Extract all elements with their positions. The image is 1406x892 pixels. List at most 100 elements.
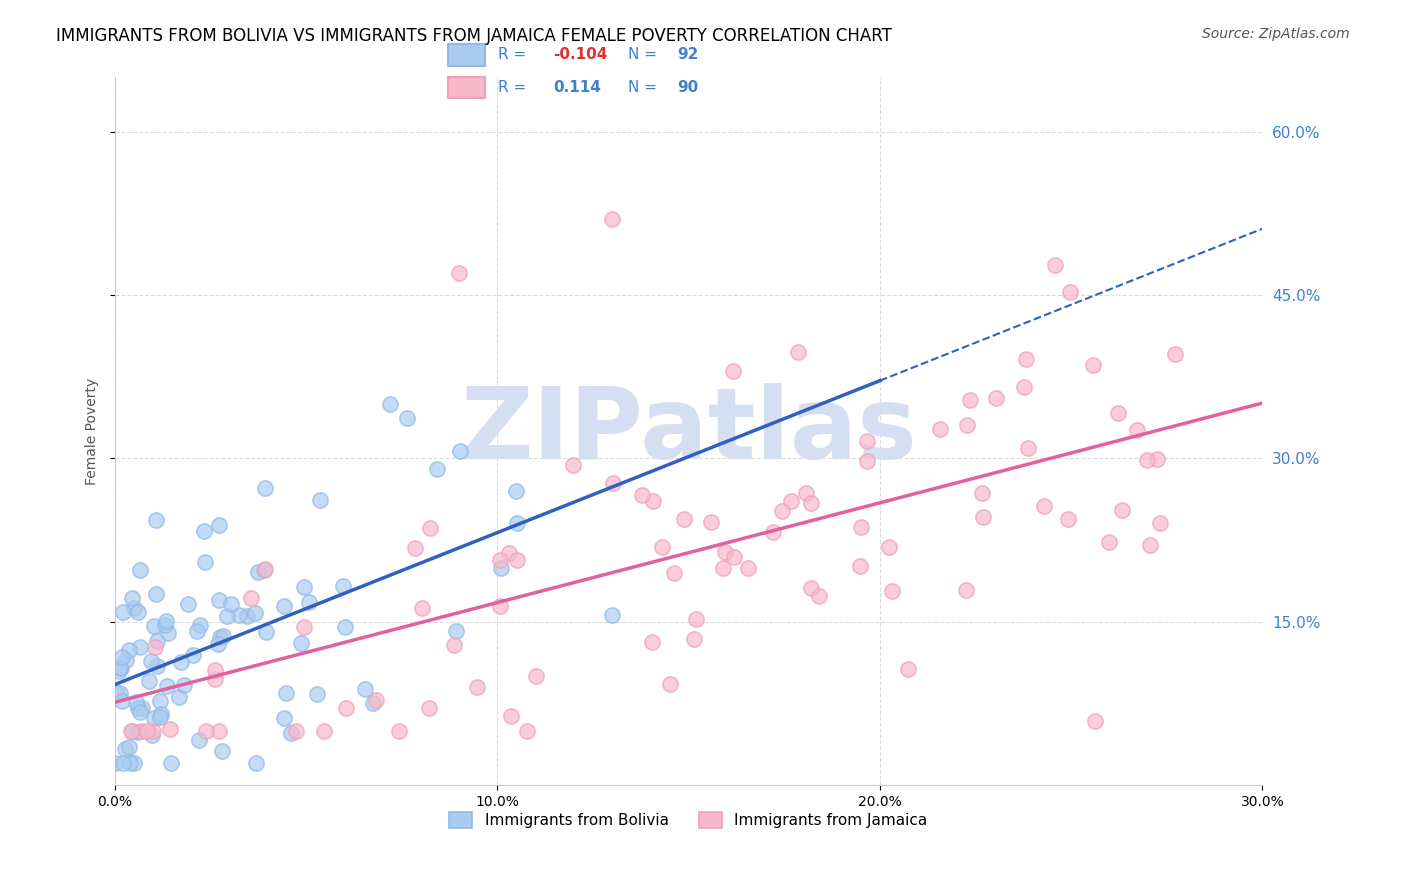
Text: R =: R = xyxy=(498,80,526,95)
Point xyxy=(181,648,204,662)
Point xyxy=(505,483,527,498)
Point xyxy=(312,723,335,738)
Text: -0.104: -0.104 xyxy=(554,47,607,62)
Point xyxy=(1146,452,1168,467)
Point xyxy=(800,581,823,595)
Text: 0.114: 0.114 xyxy=(554,80,602,95)
Point xyxy=(155,618,177,632)
Point xyxy=(292,580,315,594)
Point xyxy=(108,661,131,675)
Point xyxy=(897,662,920,676)
Point xyxy=(149,710,172,724)
Point xyxy=(444,624,467,638)
Point xyxy=(104,756,127,771)
Point xyxy=(138,673,160,688)
Point xyxy=(212,629,235,643)
Point xyxy=(186,624,208,639)
Point xyxy=(562,458,585,472)
Text: ZIPatlas: ZIPatlas xyxy=(460,383,917,480)
Point xyxy=(1125,423,1147,437)
Point xyxy=(207,637,229,651)
Text: 90: 90 xyxy=(678,80,699,95)
Point xyxy=(418,701,440,715)
Point xyxy=(245,606,267,620)
Point xyxy=(111,694,134,708)
Point xyxy=(105,686,128,700)
Point xyxy=(332,579,354,593)
Point xyxy=(129,640,152,654)
Point xyxy=(1081,358,1104,372)
Point xyxy=(498,545,520,559)
Point xyxy=(779,494,801,508)
Point xyxy=(254,625,277,640)
Point xyxy=(188,618,211,632)
Point xyxy=(253,564,276,578)
Point xyxy=(108,686,131,700)
Point xyxy=(118,643,141,657)
Text: N =: N = xyxy=(627,80,657,95)
Text: N =: N = xyxy=(627,47,657,62)
Point xyxy=(378,397,401,411)
Point xyxy=(274,685,297,699)
Point xyxy=(600,607,623,622)
Point xyxy=(1032,499,1054,513)
Point xyxy=(208,723,231,738)
Point xyxy=(136,723,159,738)
Point xyxy=(170,655,193,669)
Point xyxy=(970,486,993,500)
Point xyxy=(856,453,879,467)
Point xyxy=(195,723,218,738)
Point xyxy=(125,696,148,710)
Point xyxy=(280,726,302,740)
Point xyxy=(855,434,877,449)
Point xyxy=(160,756,183,771)
Point xyxy=(501,709,523,723)
Point xyxy=(955,582,977,597)
Point xyxy=(120,723,142,738)
Point xyxy=(713,561,735,575)
Point xyxy=(156,679,179,693)
Point xyxy=(290,636,312,650)
Point xyxy=(411,601,433,615)
Point xyxy=(307,688,329,702)
Point xyxy=(292,619,315,633)
Point xyxy=(204,663,226,677)
Point xyxy=(146,634,169,648)
Point xyxy=(1043,259,1066,273)
Point xyxy=(685,612,707,626)
Point xyxy=(173,678,195,692)
Point xyxy=(127,701,149,715)
Point xyxy=(662,566,685,580)
Point xyxy=(388,723,411,738)
Point xyxy=(877,540,900,554)
Point xyxy=(364,693,387,707)
Point xyxy=(118,756,141,771)
Point xyxy=(228,607,250,622)
Point xyxy=(208,592,231,607)
Point xyxy=(111,650,134,665)
Point xyxy=(141,728,163,742)
Point xyxy=(273,711,295,725)
Point xyxy=(658,676,681,690)
Point xyxy=(246,565,269,579)
Point xyxy=(849,559,872,574)
Point xyxy=(602,475,624,490)
FancyBboxPatch shape xyxy=(449,45,485,66)
Point xyxy=(253,562,276,576)
Point xyxy=(491,561,513,575)
Point xyxy=(1164,347,1187,361)
Point xyxy=(194,554,217,568)
Point xyxy=(489,552,512,566)
Point xyxy=(1136,452,1159,467)
Point xyxy=(1084,714,1107,728)
Point xyxy=(447,267,470,281)
Point xyxy=(139,653,162,667)
Point xyxy=(672,512,695,526)
Point xyxy=(959,393,981,408)
Point xyxy=(127,606,149,620)
Text: Source: ZipAtlas.com: Source: ZipAtlas.com xyxy=(1202,27,1350,41)
Y-axis label: Female Poverty: Female Poverty xyxy=(86,377,100,485)
Point xyxy=(204,672,226,686)
Point xyxy=(145,513,167,527)
Text: R =: R = xyxy=(498,47,526,62)
